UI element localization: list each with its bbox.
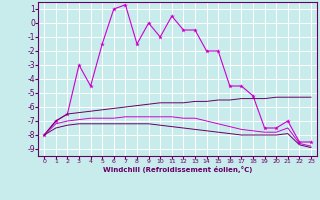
X-axis label: Windchill (Refroidissement éolien,°C): Windchill (Refroidissement éolien,°C) [103,166,252,173]
